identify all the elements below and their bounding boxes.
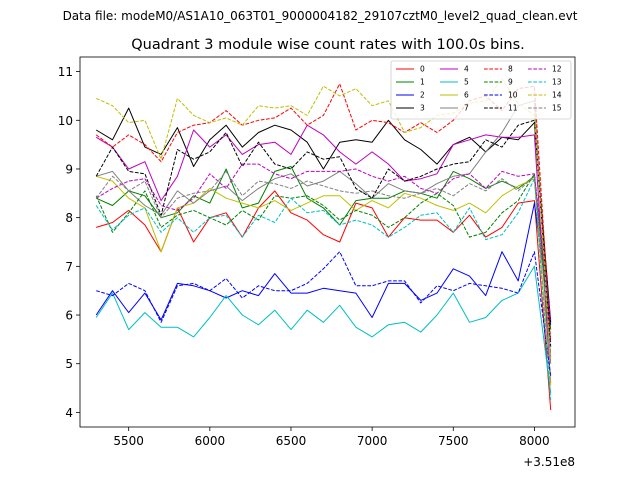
- y-tick-label: 7: [65, 260, 73, 274]
- legend-label-14: 14: [552, 91, 562, 100]
- legend-label-4: 4: [464, 65, 469, 74]
- series-line-5: [95, 265, 552, 393]
- series-line-7: [96, 100, 552, 364]
- figure-suptitle: Data file: modeM0/AS1A10_063T01_90000041…: [63, 9, 578, 23]
- legend-label-11: 11: [508, 104, 518, 113]
- legend-label-12: 12: [552, 65, 562, 74]
- y-tick-label: 5: [65, 357, 73, 371]
- legend-label-8: 8: [508, 65, 513, 74]
- series-line-11: [95, 119, 552, 347]
- legend-label-10: 10: [508, 91, 518, 100]
- legend-label-0: 0: [420, 65, 425, 74]
- series-line-3: [95, 107, 552, 323]
- y-tick-label: 9: [65, 162, 73, 176]
- x-tick-label: 6000: [195, 434, 226, 448]
- series-line-12: [95, 163, 552, 320]
- series-lines: [95, 78, 552, 411]
- legend-label-1: 1: [420, 78, 425, 87]
- x-tick-label: 8000: [519, 434, 550, 448]
- y-tick-label: 4: [65, 406, 73, 420]
- legend-label-15: 15: [552, 104, 562, 113]
- x-tick-label: 5500: [113, 434, 144, 448]
- legend-box: [390, 60, 572, 120]
- y-tick-label: 10: [58, 114, 73, 128]
- series-line-4: [95, 124, 552, 384]
- legend-label-5: 5: [464, 78, 469, 87]
- plot-frame: [79, 56, 576, 428]
- x-tick-label: 7000: [357, 434, 388, 448]
- series-line-10: [96, 251, 552, 376]
- y-tick-label: 8: [65, 211, 73, 225]
- series-line-2: [95, 202, 552, 325]
- series-line-15: [95, 170, 552, 357]
- legend-label-7: 7: [464, 104, 469, 113]
- x-tick-label: 6500: [276, 434, 307, 448]
- chart-title: Quadrant 3 module wise count rates with …: [131, 37, 525, 53]
- legend-label-2: 2: [420, 91, 425, 100]
- y-tick-label: 11: [58, 65, 73, 79]
- x-offset-label: +3.51e8: [523, 455, 575, 469]
- series-line-9: [95, 173, 552, 355]
- legend-label-13: 13: [552, 78, 562, 87]
- legend-label-3: 3: [420, 104, 425, 113]
- series-line-13: [95, 178, 552, 401]
- y-tick-label: 6: [65, 309, 73, 323]
- legend-label-6: 6: [464, 91, 469, 100]
- series-line-1: [95, 166, 552, 330]
- x-tick-label: 7500: [438, 434, 469, 448]
- legend-label-9: 9: [508, 78, 513, 87]
